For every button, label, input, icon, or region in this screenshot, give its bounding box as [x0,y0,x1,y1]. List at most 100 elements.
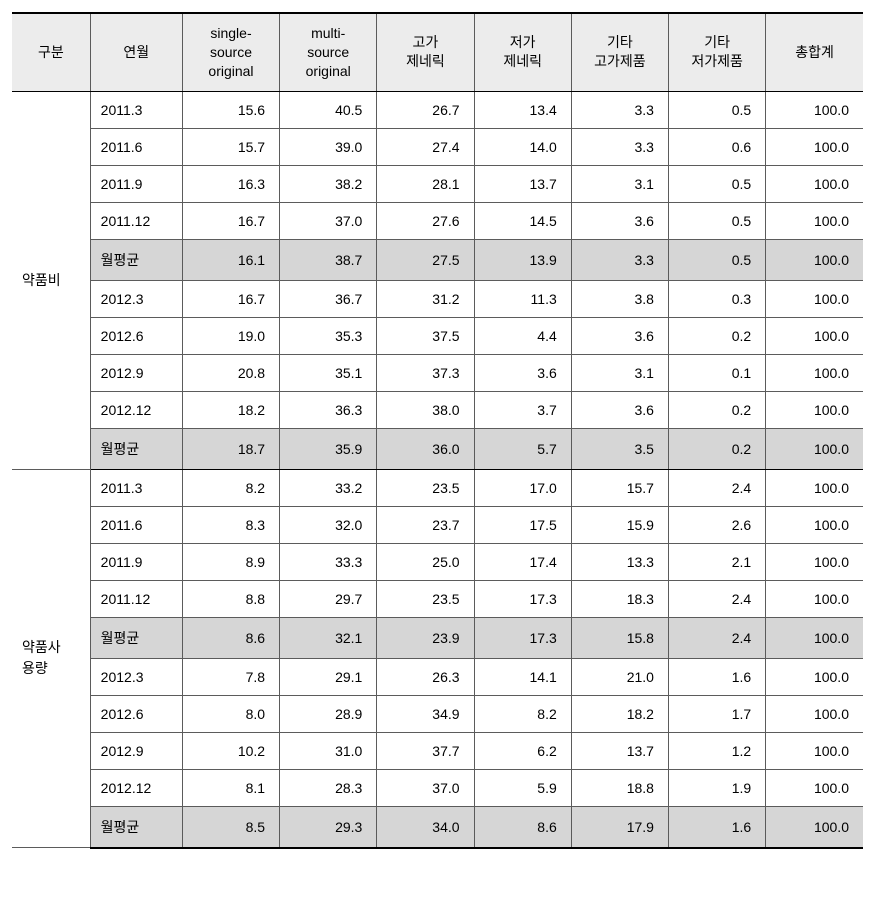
table-row: 2012.316.736.731.211.33.80.3100.0 [12,280,863,317]
period-cell: 2011.9 [90,543,182,580]
table-row: 2011.128.829.723.517.318.32.4100.0 [12,580,863,617]
table-row: 2012.128.128.337.05.918.81.9100.0 [12,769,863,806]
value-cell: 100.0 [766,580,863,617]
value-cell: 1.7 [668,695,765,732]
value-cell: 100.0 [766,202,863,239]
value-cell: 3.7 [474,391,571,428]
value-cell: 1.6 [668,806,765,848]
value-cell: 19.0 [182,317,279,354]
period-cell: 2011.3 [90,91,182,128]
table-row: 2011.98.933.325.017.413.32.1100.0 [12,543,863,580]
col-header: single-sourceoriginal [182,13,279,91]
period-cell: 2011.12 [90,202,182,239]
value-cell: 100.0 [766,506,863,543]
value-cell: 3.1 [571,165,668,202]
value-cell: 3.8 [571,280,668,317]
period-cell: 2012.12 [90,391,182,428]
period-cell: 2012.9 [90,732,182,769]
value-cell: 3.6 [571,202,668,239]
value-cell: 1.6 [668,658,765,695]
table-row: 2012.910.231.037.76.213.71.2100.0 [12,732,863,769]
value-cell: 3.3 [571,128,668,165]
col-header: 기타고가제품 [571,13,668,91]
table-row: 2011.68.332.023.717.515.92.6100.0 [12,506,863,543]
value-cell: 2.6 [668,506,765,543]
value-cell: 18.2 [571,695,668,732]
value-cell: 16.7 [182,202,279,239]
value-cell: 23.9 [377,617,474,658]
value-cell: 32.1 [280,617,377,658]
value-cell: 33.2 [280,469,377,506]
table-row: 2012.37.829.126.314.121.01.6100.0 [12,658,863,695]
col-header: 기타저가제품 [668,13,765,91]
period-cell: 월평균 [90,239,182,280]
value-cell: 8.0 [182,695,279,732]
value-cell: 100.0 [766,806,863,848]
value-cell: 17.0 [474,469,571,506]
value-cell: 0.5 [668,165,765,202]
col-header: 연월 [90,13,182,91]
period-cell: 2011.6 [90,128,182,165]
period-cell: 월평균 [90,806,182,848]
value-cell: 27.4 [377,128,474,165]
value-cell: 15.8 [571,617,668,658]
value-cell: 35.3 [280,317,377,354]
value-cell: 8.6 [182,617,279,658]
period-cell: 2012.12 [90,769,182,806]
value-cell: 3.3 [571,91,668,128]
value-cell: 38.0 [377,391,474,428]
value-cell: 33.3 [280,543,377,580]
value-cell: 35.1 [280,354,377,391]
value-cell: 36.3 [280,391,377,428]
value-cell: 100.0 [766,354,863,391]
value-cell: 100.0 [766,280,863,317]
value-cell: 0.3 [668,280,765,317]
value-cell: 3.3 [571,239,668,280]
value-cell: 13.4 [474,91,571,128]
value-cell: 18.7 [182,428,279,469]
value-cell: 29.1 [280,658,377,695]
table-row: 2012.619.035.337.54.43.60.2100.0 [12,317,863,354]
value-cell: 13.9 [474,239,571,280]
value-cell: 17.9 [571,806,668,848]
value-cell: 100.0 [766,239,863,280]
value-cell: 0.1 [668,354,765,391]
value-cell: 23.7 [377,506,474,543]
value-cell: 37.0 [377,769,474,806]
value-cell: 3.5 [571,428,668,469]
value-cell: 100.0 [766,391,863,428]
data-table: 구분 연월 single-sourceoriginal multi-source… [12,12,863,849]
value-cell: 38.2 [280,165,377,202]
col-header: 고가제네릭 [377,13,474,91]
value-cell: 18.3 [571,580,668,617]
value-cell: 15.6 [182,91,279,128]
value-cell: 4.4 [474,317,571,354]
value-cell: 3.6 [571,391,668,428]
value-cell: 5.7 [474,428,571,469]
value-cell: 27.6 [377,202,474,239]
table-row: 2012.68.028.934.98.218.21.7100.0 [12,695,863,732]
value-cell: 100.0 [766,165,863,202]
value-cell: 35.9 [280,428,377,469]
table-row: 2011.615.739.027.414.03.30.6100.0 [12,128,863,165]
value-cell: 37.3 [377,354,474,391]
value-cell: 37.5 [377,317,474,354]
period-cell: 2012.3 [90,280,182,317]
value-cell: 100.0 [766,317,863,354]
value-cell: 8.8 [182,580,279,617]
value-cell: 34.9 [377,695,474,732]
value-cell: 17.3 [474,580,571,617]
value-cell: 0.5 [668,91,765,128]
value-cell: 37.7 [377,732,474,769]
value-cell: 15.7 [182,128,279,165]
value-cell: 18.8 [571,769,668,806]
value-cell: 0.2 [668,428,765,469]
value-cell: 100.0 [766,769,863,806]
value-cell: 8.5 [182,806,279,848]
value-cell: 39.0 [280,128,377,165]
category-cell: 약품사용량 [12,469,90,848]
value-cell: 3.6 [474,354,571,391]
value-cell: 40.5 [280,91,377,128]
value-cell: 100.0 [766,617,863,658]
value-cell: 2.4 [668,580,765,617]
